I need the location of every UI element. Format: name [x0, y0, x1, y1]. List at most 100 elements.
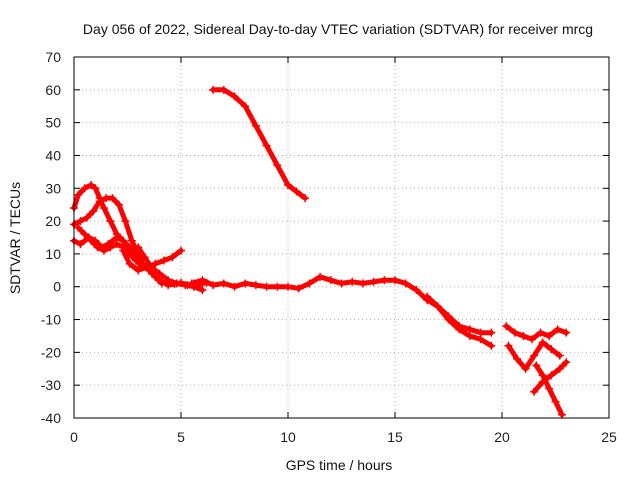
data-point-marker: [555, 351, 564, 360]
data-point-marker: [114, 200, 123, 209]
data-point-marker: [209, 281, 218, 290]
data-point-marker: [134, 266, 143, 275]
data-point-marker: [230, 282, 239, 291]
data-point-marker: [273, 161, 282, 170]
series-arc-4: [74, 223, 147, 272]
data-point-marker: [348, 277, 357, 286]
data-point-marker: [562, 358, 571, 367]
data-point-marker: [487, 341, 496, 350]
data-point-marker: [305, 279, 314, 288]
data-point-marker: [112, 230, 121, 239]
data-point-marker: [369, 277, 378, 286]
data-point-marker: [262, 282, 271, 291]
data-point-marker: [273, 282, 282, 291]
y-tick-label: 50: [45, 115, 61, 131]
data-point-marker: [391, 276, 399, 285]
y-tick-label: 30: [45, 180, 61, 196]
data-point-marker: [251, 121, 260, 130]
plot-frame: [73, 56, 610, 419]
data-point-marker: [547, 371, 556, 380]
data-point-marker: [151, 272, 160, 281]
data-point-marker: [510, 328, 519, 337]
data-point-marker: [181, 281, 190, 290]
data-point-marker: [547, 345, 556, 354]
data-point-marker: [168, 253, 177, 262]
data-point-marker: [82, 213, 91, 222]
x-tick-label: 0: [70, 429, 78, 445]
data-point-marker: [164, 276, 173, 285]
data-point-marker: [99, 203, 108, 212]
data-point-marker: [538, 338, 547, 347]
data-point-marker: [132, 256, 141, 265]
data-point-marker: [536, 328, 545, 337]
data-point-marker: [112, 240, 121, 249]
data-point-marker: [545, 331, 554, 340]
data-point-marker: [532, 361, 541, 370]
data-point-marker: [358, 279, 367, 288]
data-point-marker: [545, 384, 554, 393]
data-point-marker: [106, 243, 115, 252]
data-point-marker: [95, 194, 104, 203]
data-point-marker: [198, 276, 207, 285]
data-point-marker: [337, 279, 346, 288]
data-point-marker: [99, 246, 108, 255]
data-point-marker: [230, 92, 239, 101]
y-tick-label: 40: [45, 147, 61, 163]
data-point-marker: [504, 341, 513, 350]
series-trace: [424, 294, 494, 349]
data-point-marker: [219, 85, 228, 94]
data-point-marker: [93, 243, 102, 252]
data-series: [70, 85, 571, 419]
data-point-marker: [134, 243, 143, 252]
data-point-marker: [553, 325, 562, 334]
series-arc-13: [530, 358, 571, 396]
data-point-marker: [87, 236, 96, 245]
data-point-marker: [326, 276, 335, 285]
data-point-marker: [219, 279, 228, 288]
y-tick-label: 20: [45, 213, 61, 229]
data-point-marker: [151, 259, 160, 268]
data-point-marker: [401, 279, 410, 288]
data-point-marker: [521, 364, 530, 373]
data-point-marker: [119, 246, 128, 255]
data-point-marker: [512, 354, 521, 363]
data-point-marker: [530, 387, 539, 396]
data-point-marker: [316, 272, 325, 281]
data-point-marker: [177, 246, 185, 255]
data-point-marker: [284, 282, 292, 291]
y-tick-label: 0: [53, 279, 61, 295]
data-point-marker: [241, 102, 250, 111]
data-point-marker: [527, 335, 536, 344]
data-point-marker: [444, 315, 453, 324]
data-point-marker: [530, 351, 539, 360]
data-point-marker: [159, 256, 168, 265]
data-point-marker: [251, 281, 260, 290]
data-point-marker: [157, 279, 166, 288]
data-point-marker: [241, 279, 250, 288]
data-point-marker: [423, 292, 432, 301]
y-tick-label: -30: [41, 377, 61, 393]
data-point-marker: [538, 377, 547, 386]
data-point-marker: [74, 190, 83, 199]
y-axis-title: SDTVAR / TECUs: [7, 182, 23, 294]
x-tick-label: 15: [387, 429, 403, 445]
series-arc-10: [502, 322, 571, 344]
y-tick-label: -40: [41, 410, 61, 426]
data-point-marker: [433, 302, 442, 311]
series-arc-11: [504, 338, 564, 373]
data-point-marker: [80, 184, 89, 193]
grid: [74, 57, 609, 418]
y-tick-label: 60: [45, 82, 61, 98]
data-point-marker: [380, 276, 389, 285]
data-point-marker: [147, 263, 156, 272]
data-point-marker: [292, 187, 301, 196]
chart-title: Day 056 of 2022, Sidereal Day-to-day VTE…: [83, 21, 593, 37]
data-point-marker: [74, 223, 83, 232]
x-tick-label: 10: [280, 429, 296, 445]
data-point-marker: [121, 217, 130, 226]
data-point-marker: [187, 279, 196, 288]
data-point-marker: [198, 286, 207, 295]
axis-ticks: 0 5 10 15 20 25 -40 -30 -20 -10 0 10 20 30 40 50 60 70: [41, 49, 617, 445]
data-point-marker: [455, 325, 464, 334]
data-point-marker: [89, 207, 98, 216]
